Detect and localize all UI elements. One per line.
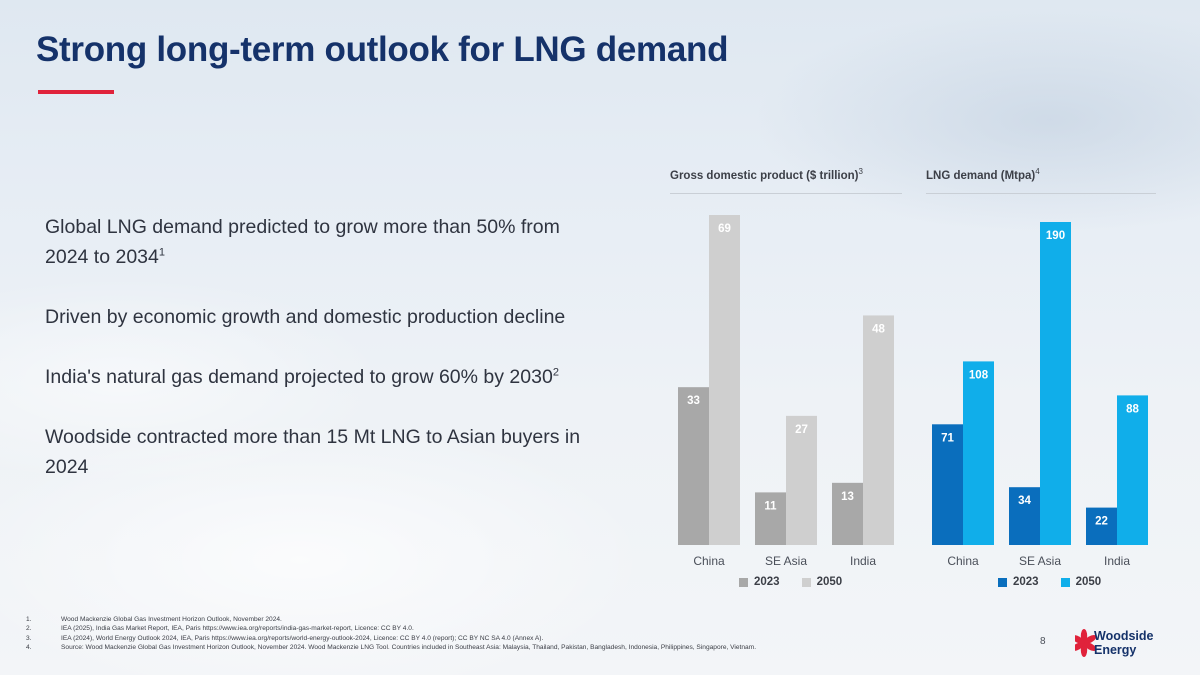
gdp-category-label: China	[693, 554, 725, 568]
lng-bar-value-label: 34	[1018, 495, 1031, 507]
gdp-bar-se-asia-2050	[786, 415, 817, 545]
footnote-ref: 1	[158, 246, 165, 259]
lng-category-label: China	[947, 554, 979, 568]
bullet-list: Global LNG demand predicted to grow more…	[45, 212, 605, 512]
gdp-bar-value-label: 13	[841, 491, 854, 503]
gdp-bar-se-asia-2023	[755, 492, 786, 545]
legend-label: 2023	[754, 576, 780, 588]
footnote-text: IEA (2025), India Gas Market Report, IEA…	[61, 625, 414, 633]
page-title: Strong long-term outlook for LNG demand	[36, 30, 729, 69]
footnote: 3. IEA (2024), World Energy Outlook 2024,…	[26, 634, 926, 643]
lng-bar-se-asia-2023	[1009, 487, 1040, 545]
gdp-bar-value-label: 27	[795, 424, 808, 436]
logo-line2: Energy	[1094, 643, 1137, 657]
page-number: 8	[1040, 636, 1046, 647]
footnote-number: 4.	[26, 643, 32, 651]
lng-bar-value-label: 88	[1126, 403, 1139, 415]
lng-category-label: India	[1104, 554, 1130, 568]
footnote: 4. Source: Wood Mackenzie Global Gas Inve…	[26, 643, 926, 652]
lng-legend: 2023 2050	[998, 576, 1101, 588]
footnote-ref: 2	[552, 366, 559, 379]
footnote-text: IEA (2024), World Energy Outlook 2024, I…	[61, 634, 544, 642]
footnote: 1. Wood Mackenzie Global Gas Investment H…	[26, 615, 926, 624]
footnotes: 1. Wood Mackenzie Global Gas Investment H…	[26, 615, 926, 652]
legend-swatch	[998, 577, 1007, 587]
lng-bar-china-2050	[963, 361, 994, 545]
bullet-text: Woodside contracted more than 15 Mt LNG …	[45, 426, 581, 478]
bullet-item: India's natural gas demand projected to …	[45, 362, 605, 392]
legend-label: 2050	[816, 576, 843, 588]
gdp-bar-china-2023	[678, 387, 709, 545]
legend-swatch	[739, 577, 748, 587]
legend-label: 2050	[1075, 576, 1102, 588]
title-accent-rule	[38, 90, 114, 94]
logo-line1: Woodside	[1094, 629, 1154, 643]
woodside-flower-icon	[1075, 629, 1097, 657]
bullet-text: India's natural gas demand projected to …	[45, 366, 553, 388]
lng-bar-value-label: 22	[1095, 516, 1108, 528]
footnote-ref: 4	[1035, 167, 1040, 177]
gdp-category-label: SE Asia	[765, 554, 807, 568]
lng-category-label: SE Asia	[1019, 554, 1061, 568]
bullet-item: Global LNG demand predicted to grow more…	[45, 212, 605, 272]
footnote-number: 3.	[26, 634, 32, 642]
lng-bar-se-asia-2050	[1040, 222, 1071, 545]
legend-item-2023: 2023	[739, 576, 780, 588]
lng-chart-title-text: LNG demand (Mtpa)	[926, 170, 1036, 182]
lng-bar-india-2050	[1117, 395, 1148, 545]
legend-label: 2023	[1013, 576, 1039, 588]
footnote: 2. IEA (2025), India Gas Market Report, I…	[26, 624, 926, 633]
footnote-ref: 3	[858, 167, 863, 177]
gdp-chart-title-text: Gross domestic product ($ trillion)	[670, 170, 859, 182]
bullet-text: Driven by economic growth and domestic p…	[45, 306, 566, 328]
lng-bar-india-2023	[1086, 507, 1117, 545]
company-logo-text: Woodside Energy	[1094, 629, 1154, 657]
gdp-bar-value-label: 33	[687, 395, 700, 407]
legend-item-2050: 2050	[801, 576, 843, 588]
gdp-chart-title: Gross domestic product ($ trillion)3	[670, 167, 902, 194]
bullet-item: Woodside contracted more than 15 Mt LNG …	[45, 422, 605, 482]
lng-chart-title: LNG demand (Mtpa)4	[926, 167, 1156, 194]
gdp-bar-value-label: 69	[718, 223, 731, 235]
gdp-bar-value-label: 11	[764, 500, 777, 512]
legend-swatch	[801, 577, 811, 587]
bullet-text: Global LNG demand predicted to grow more…	[45, 216, 560, 268]
gdp-bar-value-label: 48	[872, 323, 885, 335]
gdp-legend: 2023 2050	[739, 576, 842, 588]
gdp-category-label: India	[850, 554, 876, 568]
gdp-bar-india-2023	[832, 482, 863, 545]
legend-swatch	[1060, 577, 1070, 587]
footnote-text: Wood Mackenzie Global Gas Investment Hor…	[61, 616, 282, 623]
bullet-item: Driven by economic growth and domestic p…	[45, 302, 605, 332]
lng-bar-value-label: 108	[969, 369, 989, 381]
gdp-bar-india-2050	[863, 315, 894, 545]
legend-item-2023: 2023	[998, 576, 1039, 588]
legend-item-2050: 2050	[1060, 576, 1102, 588]
footnote-number: 1.	[26, 616, 32, 623]
footnote-text: Source: Wood Mackenzie Global Gas Invest…	[61, 643, 757, 651]
lng-bar-china-2023	[932, 424, 963, 545]
lng-bar-value-label: 190	[1046, 230, 1065, 242]
footnote-number: 2.	[26, 625, 32, 633]
lng-bar-value-label: 71	[941, 432, 954, 444]
gdp-bar-china-2050	[709, 215, 740, 545]
